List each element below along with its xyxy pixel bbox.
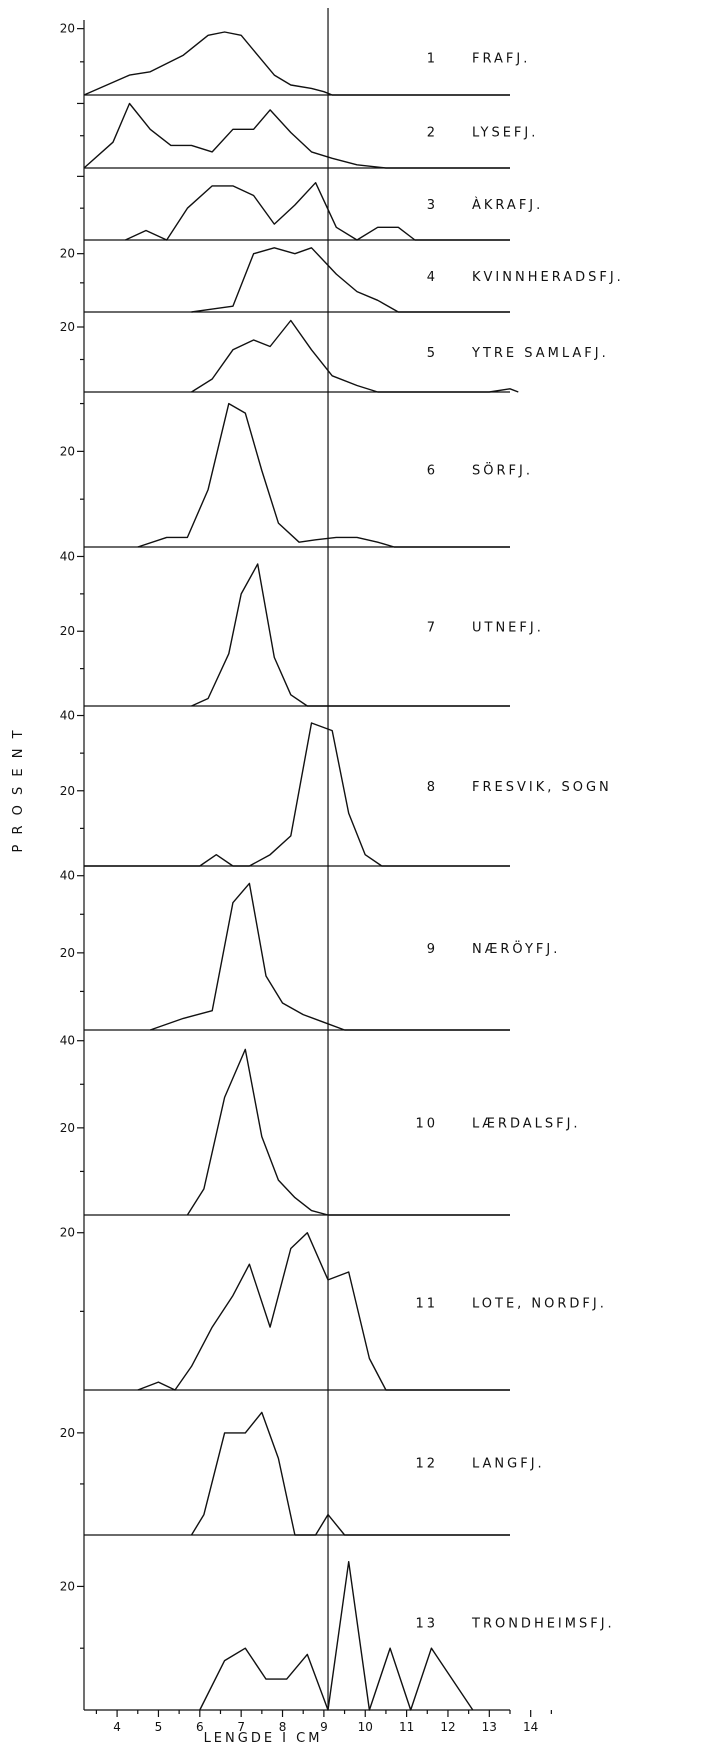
series-line-3 <box>125 182 510 241</box>
x-tick-label: 9 <box>320 1720 328 1734</box>
y-tick-label: 40 <box>60 1034 75 1048</box>
series-line-6 <box>137 402 510 548</box>
x-axis-title: LENGDE I CM <box>204 1731 323 1746</box>
y-tick-label: 20 <box>60 784 75 798</box>
y-tick-label: 20 <box>60 1121 75 1135</box>
series-line-11 <box>137 1232 510 1391</box>
panel-7: 40 20 7 UTNEFJ. <box>60 547 544 707</box>
series-line-1 <box>83 31 510 96</box>
x-tick-label: 13 <box>482 1720 497 1734</box>
x-tick-label: 8 <box>279 1720 287 1734</box>
y-tick-label: 20 <box>60 1579 75 1593</box>
panel-5: 20 5 YTRE SAMLAFJ. <box>60 312 609 393</box>
panel-number: 13 <box>415 1617 438 1632</box>
panel-name: SÖRFJ. <box>472 462 533 479</box>
panel-13: 20 13 TRONDHEIMSFJ. <box>60 1535 615 1711</box>
panel-9: 40 20 9 NÆRÖYFJ. <box>60 866 560 1031</box>
panel-number: 9 <box>427 942 438 957</box>
panel-4: 20 4 KVINNHERADSFJ. <box>60 240 624 313</box>
panel-number: 2 <box>427 126 438 141</box>
x-tick-label: 5 <box>155 1720 163 1734</box>
y-tick-label: 40 <box>60 709 75 723</box>
panel-6: 20 6 SÖRFJ. <box>60 392 533 548</box>
x-tick-label: 11 <box>399 1720 414 1734</box>
y-tick-label: 20 <box>60 1226 75 1240</box>
y-tick-label: 20 <box>60 946 75 960</box>
series-line-9 <box>149 882 510 1031</box>
series-line-13 <box>199 1561 474 1711</box>
panel-2: 2 LYSEFJ. <box>77 95 538 169</box>
panel-number: 10 <box>415 1117 438 1132</box>
x-tick-label: 12 <box>440 1720 455 1734</box>
x-tick-label: 4 <box>113 1720 121 1734</box>
panel-name: LÆRDALSFJ. <box>472 1117 581 1132</box>
x-tick-label: 14 <box>523 1720 538 1734</box>
panel-name: LANGFJ. <box>472 1457 545 1472</box>
panel-name: UTNEFJ. <box>472 621 544 636</box>
x-tick-label: 6 <box>196 1720 204 1734</box>
y-axis-title: P R O S E N T <box>11 727 26 852</box>
panel-1: 20 1 FRAFJ. <box>60 20 530 96</box>
panel-number: 12 <box>415 1457 438 1472</box>
panel-number: 6 <box>427 464 438 479</box>
panels: 20 1 FRAFJ. 2 LYSEFJ. 3 ÀKRAFJ. 20 4 KVINNHERADSF… <box>60 20 624 1711</box>
panel-name: TRONDHEIMSFJ. <box>471 1617 615 1632</box>
panel-number: 11 <box>415 1297 438 1312</box>
panel-name: LYSEFJ. <box>472 126 538 141</box>
y-tick-label: 20 <box>60 1426 75 1440</box>
panel-8: 40 20 8 FRESVIK, SOGN <box>60 706 612 867</box>
y-tick-label: 40 <box>60 549 75 563</box>
x-tick-label: 7 <box>237 1720 245 1734</box>
y-tick-label: 20 <box>60 247 75 261</box>
series-line-12 <box>190 1411 510 1536</box>
panel-11: 20 11 LOTE, NORDFJ. <box>60 1215 607 1391</box>
panel-name: FRESVIK, SOGN <box>472 780 612 795</box>
panel-12: 20 12 LANGFJ. <box>60 1390 545 1536</box>
panel-number: 7 <box>427 621 438 636</box>
panel-name: LOTE, NORDFJ. <box>472 1297 607 1312</box>
panel-number: 5 <box>427 346 438 361</box>
y-tick-label: 20 <box>60 22 75 36</box>
panel-name: KVINNHERADSFJ. <box>472 270 624 285</box>
panel-name: ÀKRAFJ. <box>472 197 543 213</box>
y-tick-label: 20 <box>60 320 75 334</box>
panel-number: 8 <box>427 780 438 795</box>
series-line-7 <box>191 563 510 707</box>
series-line-4 <box>191 247 510 313</box>
y-tick-label: 20 <box>60 624 75 638</box>
series-line-2 <box>83 102 510 169</box>
series-line-5 <box>191 319 519 393</box>
panel-name: YTRE SAMLAFJ. <box>471 346 609 361</box>
series-line-8 <box>84 722 510 867</box>
panel-number: 4 <box>427 270 438 285</box>
x-axis: 4 5 6 7 8 9 10 11 12 13 14 <box>95 1710 552 1734</box>
panel-name: NÆRÖYFJ. <box>472 940 560 957</box>
y-tick-label: 40 <box>60 869 75 883</box>
y-tick-label: 20 <box>60 444 75 458</box>
panel-name: FRAFJ. <box>472 52 530 67</box>
x-tick-label: 10 <box>358 1720 373 1734</box>
panel-number: 3 <box>427 198 438 213</box>
panel-10: 40 20 10 LÆRDALSFJ. <box>60 1030 581 1216</box>
panel-3: 3 ÀKRAFJ. <box>77 168 543 241</box>
panel-number: 1 <box>427 52 438 67</box>
series-line-10 <box>186 1048 510 1216</box>
